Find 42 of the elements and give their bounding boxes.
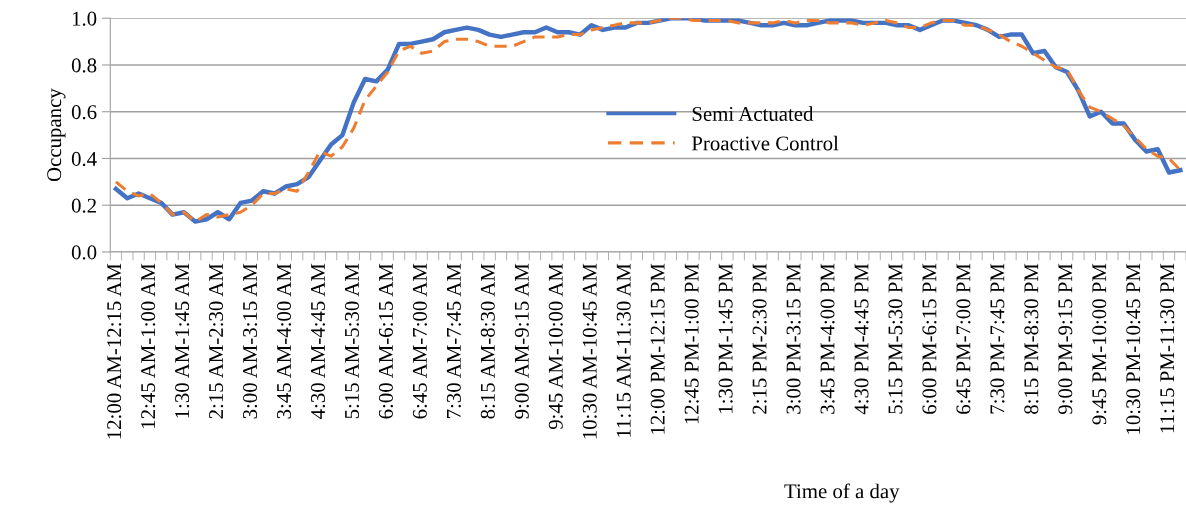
x-tick-label: 7:30 AM-7:45 AM: [446, 263, 461, 418]
x-tick-label: 6:00 AM-6:15 AM: [378, 263, 394, 419]
x-tick-label: 12:45 PM-1:00 PM: [684, 263, 699, 424]
x-tick-label: 12:45 AM-1:00 AM: [141, 263, 156, 428]
y-tick-label: 0.6: [71, 105, 97, 120]
x-tick-label: 3:45 AM-4:00 AM: [276, 263, 292, 419]
x-tick-label: 6:00 PM-6:15 PM: [922, 263, 937, 414]
x-tick-label: 2:15 PM-2:30 PM: [752, 263, 767, 414]
x-tick-label: 12:00 AM-12:15 AM: [107, 263, 122, 439]
x-tick-label: 3:45 PM-4:00 PM: [820, 263, 835, 414]
x-tick-label: 12:00 PM-12:15 PM: [650, 263, 665, 434]
x-tick-label: 1:30 AM-1:45 AM: [175, 263, 190, 418]
x-tick-label: 9:00 AM-9:15 AM: [514, 263, 529, 419]
x-tick-label: 3:00 AM-3:15 AM: [242, 263, 258, 419]
y-tick-label: 0.2: [71, 198, 96, 213]
x-tick-label: 6:45 AM-7:00 AM: [412, 263, 427, 419]
y-tick-label: 1.0: [72, 11, 97, 26]
y-tick-label: 0.8: [71, 58, 97, 73]
x-tick-label: 9:00 PM-9:15 PM: [1058, 263, 1073, 415]
x-tick-label: 10:30 AM-10:45 AM: [582, 263, 597, 439]
x-tick-label: 11:15 AM-11:30 AM: [616, 263, 631, 437]
x-tick-label: 10:30 PM-10:45 PM: [1126, 263, 1141, 434]
x-tick-label: 11:15 PM-11:30 PM: [1160, 263, 1175, 433]
x-tick-label: 5:15 AM-5:30 AM: [344, 263, 360, 419]
x-axis-title: Time of a day: [784, 483, 900, 503]
x-tick-label: 3:00 PM-3:15 PM: [786, 263, 801, 414]
x-tick-label: 7:30 PM-7:45 PM: [990, 263, 1005, 414]
x-tick-label: 4:30 PM-4:45 PM: [854, 263, 869, 415]
x-tick-label: 9:45 AM-10:00 AM: [548, 263, 563, 430]
x-tick-label: 6:45 PM-7:00 PM: [956, 263, 971, 414]
x-tick-label: 5:15 PM-5:30 PM: [888, 263, 903, 414]
y-tick-label: 0.0: [71, 245, 97, 260]
y-tick-label: 0.4: [71, 151, 97, 166]
x-tick-label: 8:15 PM-8:30 PM: [1024, 263, 1039, 414]
legend-label: Semi Actuated: [692, 106, 814, 121]
x-tick-label: 2:15 AM-2:30 AM: [209, 263, 224, 419]
x-tick-label: 9:45 PM-10:00 PM: [1092, 263, 1107, 425]
x-tick-label: 4:30 AM-4:45 AM: [310, 263, 326, 419]
y-axis-title: Occupancy: [47, 88, 66, 182]
x-tick-label: 8:15 AM-8:30 AM: [480, 263, 495, 419]
legend-label: Proactive Control: [691, 135, 839, 151]
x-tick-label: 1:30 PM-1:45 PM: [718, 263, 733, 413]
